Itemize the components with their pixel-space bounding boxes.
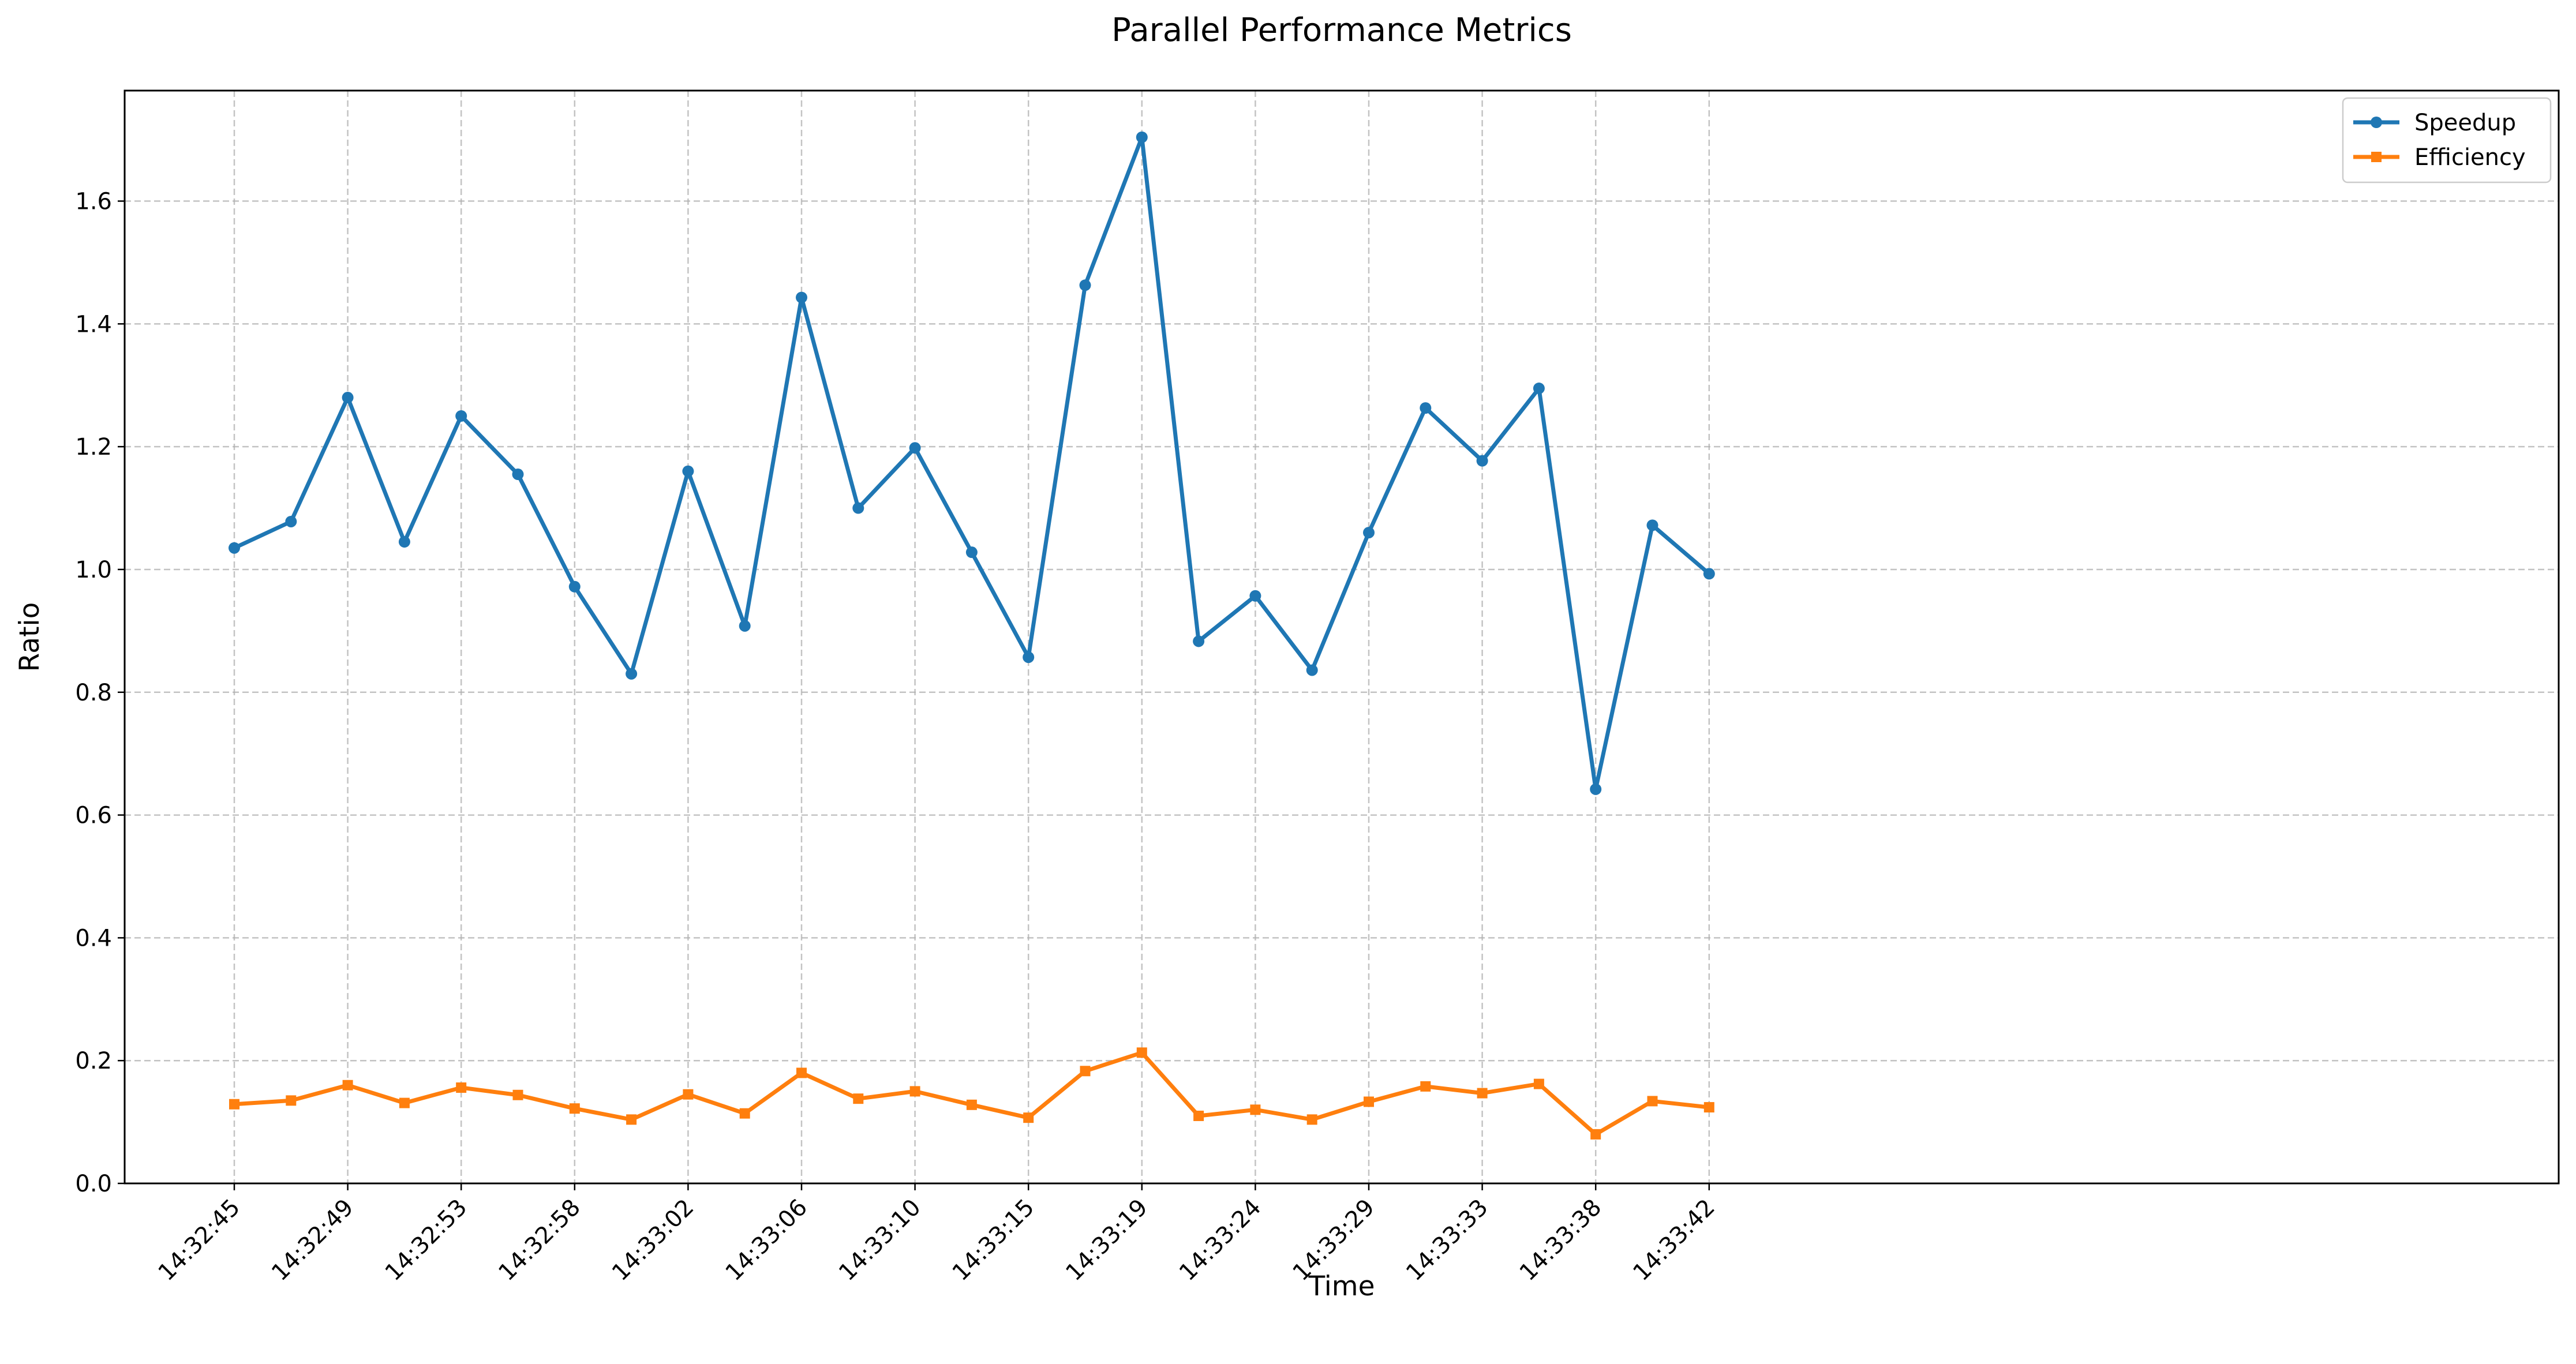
data-point: [456, 1082, 467, 1093]
data-point: [909, 1086, 920, 1097]
data-point: [1023, 651, 1035, 664]
data-point: [1193, 1110, 1204, 1121]
data-point: [286, 1095, 297, 1106]
data-point: [739, 620, 751, 632]
data-point: [1250, 1104, 1261, 1115]
data-point: [1306, 664, 1318, 676]
y-tick-label: 1.6: [75, 189, 112, 215]
data-point: [852, 502, 864, 514]
y-tick-label: 1.0: [75, 557, 112, 583]
data-point: [1364, 1096, 1374, 1107]
chart-title: Parallel Performance Metrics: [1111, 12, 1572, 49]
data-point: [739, 1108, 750, 1119]
series-line-efficiency: [232, 1050, 1712, 1137]
data-series: [229, 131, 1715, 1140]
x-tick-label: 14:33:33: [1401, 1194, 1493, 1287]
data-point: [455, 410, 467, 422]
x-tick-label: 14:32:58: [493, 1194, 586, 1287]
plot-frame: [123, 89, 2560, 1185]
data-point: [398, 536, 410, 548]
y-tick-label: 0.6: [75, 803, 112, 829]
data-point: [1590, 783, 1602, 795]
data-point: [568, 580, 581, 593]
data-point: [796, 1067, 807, 1078]
x-tick-label: 14:33:38: [1515, 1194, 1607, 1287]
y-tick-label: 1.4: [75, 311, 112, 338]
grid-lines: [125, 91, 2559, 1185]
data-point: [1533, 383, 1545, 395]
x-tick-label: 14:33:42: [1628, 1194, 1720, 1287]
y-tick-label: 0.2: [75, 1048, 112, 1074]
data-point: [1079, 279, 1091, 291]
data-point: [1533, 1078, 1544, 1089]
data-point: [512, 469, 524, 481]
data-point: [853, 1093, 864, 1104]
data-point: [569, 1103, 580, 1114]
data-point: [399, 1097, 410, 1108]
legend-entry-efficiency: Efficiency: [2414, 144, 2526, 171]
x-tick-label: 14:32:53: [380, 1194, 473, 1287]
data-point: [626, 1114, 637, 1125]
y-tick-label: 0.0: [75, 1171, 112, 1197]
data-point: [1703, 568, 1715, 580]
legend-entry-speedup: Speedup: [2414, 110, 2516, 136]
data-point: [1306, 1114, 1317, 1125]
data-point: [1590, 1129, 1601, 1140]
x-tick-label: 14:33:24: [1174, 1194, 1267, 1287]
data-point: [1136, 131, 1148, 143]
data-point: [796, 291, 807, 303]
data-point: [1363, 527, 1375, 539]
data-point: [229, 542, 240, 554]
data-point: [626, 668, 638, 680]
series-line-speedup: [232, 135, 1712, 792]
data-point: [1646, 519, 1658, 531]
data-point: [1249, 590, 1261, 602]
data-point: [342, 392, 354, 404]
x-tick-label: 14:33:10: [834, 1194, 926, 1287]
data-point: [1420, 402, 1432, 414]
x-tick-label: 14:33:15: [948, 1194, 1040, 1287]
x-tick-label: 14:32:45: [153, 1194, 246, 1287]
y-tick-label: 1.2: [75, 434, 112, 460]
data-point: [512, 1089, 523, 1100]
data-point: [1136, 1047, 1147, 1058]
x-tick-label: 14:32:49: [267, 1194, 359, 1287]
x-tick-label: 14:33:19: [1061, 1194, 1153, 1287]
data-point: [1647, 1096, 1658, 1107]
data-point: [965, 546, 978, 559]
legend-box: [2342, 97, 2552, 183]
data-point: [285, 515, 297, 527]
data-point: [966, 1099, 977, 1110]
y-axis-label: Ratio: [14, 602, 46, 672]
x-axis-label: Time: [1308, 1271, 1375, 1302]
data-point: [342, 1080, 353, 1091]
x-tick-label: 14:33:06: [721, 1194, 813, 1287]
y-tick-label: 0.4: [75, 925, 112, 951]
data-point: [1703, 1102, 1714, 1113]
data-point: [1023, 1112, 1034, 1123]
x-tick-label: 14:33:02: [607, 1194, 699, 1287]
legend-marker: [2371, 117, 2382, 128]
data-point: [229, 1099, 239, 1110]
data-point: [1476, 455, 1488, 467]
data-point: [1080, 1066, 1091, 1077]
y-tick-label: 0.8: [75, 680, 112, 706]
data-point: [1420, 1081, 1431, 1092]
data-point: [909, 442, 921, 454]
data-point: [682, 465, 694, 477]
axis-ticks: 0.00.20.40.60.81.01.21.41.614:32:45 14:32…: [75, 189, 1720, 1287]
legend-marker: [2371, 152, 2382, 162]
data-point: [1193, 635, 1205, 647]
data-point: [683, 1089, 694, 1100]
data-point: [1477, 1088, 1488, 1099]
legend: Speedup Efficiency: [2342, 97, 2552, 183]
